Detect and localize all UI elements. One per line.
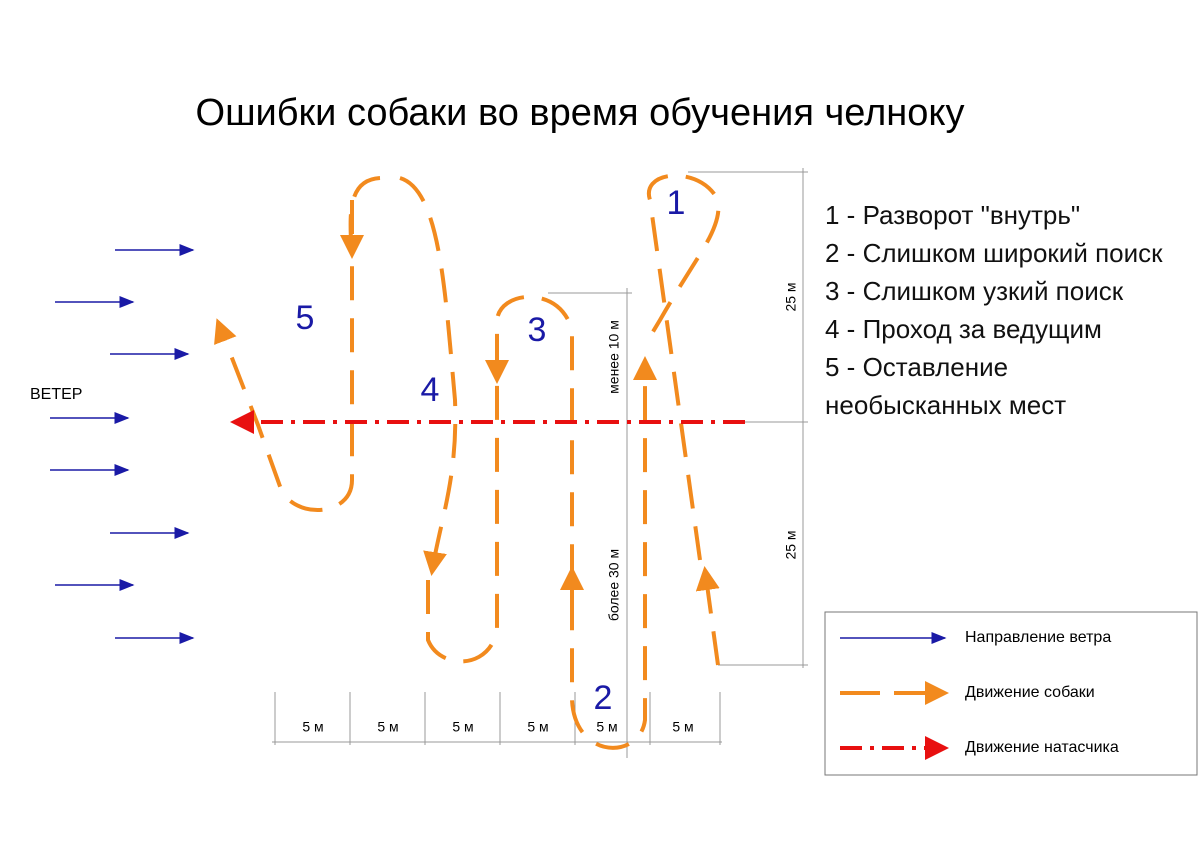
width-label: 5 м (672, 719, 693, 735)
less-label: менее 10 м (606, 320, 622, 394)
width-label: 5 м (377, 719, 398, 735)
legend-label: Движение натасчика (965, 739, 1119, 756)
width-label: 5 м (527, 719, 548, 735)
error-item: 2 - Слишком широкий поиск (825, 238, 1163, 268)
legend-label: Направление ветра (965, 629, 1111, 646)
error-number: 2 (594, 679, 613, 717)
error-number: 5 (296, 299, 315, 337)
title: Ошибки собаки во время обучения челноку (196, 92, 965, 134)
width-label: 5 м (302, 719, 323, 735)
upper-label: 25 м (783, 282, 799, 311)
error-number: 4 (421, 371, 440, 409)
error-item: 4 - Проход за ведущим (825, 314, 1102, 344)
wind-arrows (50, 244, 195, 644)
legend: Направление ветра Движение собаки Движен… (824, 611, 1198, 776)
error-number: 3 (528, 311, 547, 349)
error-list: 1 - Разворот "внутрь" 2 - Слишком широки… (825, 196, 1185, 424)
more-label: более 30 м (606, 549, 622, 621)
dog-paths (214, 173, 721, 750)
width-label: 5 м (452, 719, 473, 735)
dimension-lines (272, 168, 808, 758)
legend-label: Движение собаки (965, 684, 1095, 701)
error-item: 1 - Разворот "внутрь" (825, 200, 1081, 230)
error-number: 1 (667, 184, 686, 222)
error-item: 3 - Слишком узкий поиск (825, 276, 1124, 306)
lower-label: 25 м (783, 530, 799, 559)
wind-label: ВЕТЕР (30, 386, 82, 403)
error-item: 5 - Оставление необысканных мест (825, 352, 1067, 420)
width-label: 5 м (596, 719, 617, 735)
